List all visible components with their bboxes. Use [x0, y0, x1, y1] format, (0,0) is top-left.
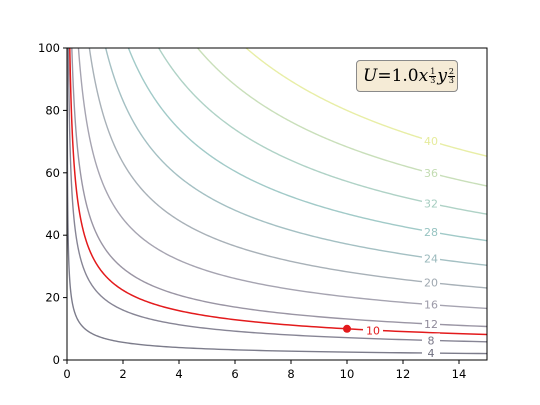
y-tick-label: 60 — [45, 166, 60, 180]
eq-y-exp-den: 3 — [448, 76, 455, 85]
y-tick-label: 20 — [45, 291, 60, 305]
y-axis: 0 20 40 60 80 100 — [38, 41, 67, 367]
contour-label-bg — [422, 317, 440, 331]
eq-coefficient: 1.0 — [391, 66, 419, 86]
optimal-point — [343, 324, 351, 333]
x-tick-label: 12 — [396, 367, 411, 381]
eq-equals: = — [377, 66, 392, 86]
contour-line-16 — [77, 48, 487, 310]
contour-label-bg — [422, 134, 440, 148]
contour-line-10 — [69, 48, 487, 336]
contour-label-bg — [422, 166, 440, 180]
contour-line-4 — [67, 48, 487, 355]
utility-equation-box: U=1.0x 1 3 y 2 3 — [356, 60, 458, 92]
y-tick-label: 100 — [38, 41, 60, 55]
contour-label-bg — [422, 196, 440, 210]
y-tick-label: 40 — [45, 228, 60, 242]
contour-label-36: 36 — [424, 167, 438, 180]
contour-label-bg — [422, 251, 440, 265]
contour-label-12: 12 — [424, 318, 438, 331]
y-tick-label: 0 — [53, 353, 60, 367]
eq-x-exp-num: 1 — [429, 67, 437, 77]
x-tick-label: 6 — [231, 367, 238, 381]
contour-label-28: 28 — [424, 226, 438, 239]
contour-line-20 — [88, 48, 487, 289]
plot-frame — [66, 47, 488, 361]
x-axis: 0 2 4 6 8 10 12 14 — [63, 360, 466, 381]
contour-label-40: 40 — [424, 135, 438, 148]
x-tick-label: 8 — [287, 367, 294, 381]
eq-y-var: y — [437, 66, 447, 86]
contour-label-bg — [422, 333, 440, 347]
highlight-contour-label: 10 — [366, 324, 380, 337]
contour-label-8: 8 — [428, 334, 435, 347]
contour-line-28 — [127, 48, 487, 242]
x-tick-label: 10 — [340, 367, 355, 381]
contour-label-32: 32 — [424, 197, 438, 210]
x-tick-label: 4 — [175, 367, 182, 381]
contour-line-40 — [245, 48, 487, 157]
contour-label-bg — [422, 297, 440, 311]
x-tick-label: 2 — [119, 367, 126, 381]
highlight-label-bg — [363, 323, 383, 337]
contour-label-16: 16 — [424, 299, 438, 312]
utility-equation: U=1.0x 1 3 y 2 3 — [363, 64, 456, 88]
contour-label-bg — [422, 346, 440, 360]
x-tick-label: 0 — [63, 367, 70, 381]
contour-line-32 — [157, 48, 487, 215]
contour-label-bg — [422, 275, 440, 289]
contour-line-36 — [196, 48, 487, 187]
y-tick-label: 80 — [45, 103, 60, 117]
contour-line-12 — [71, 48, 487, 328]
label-layer: 48 12 16 20 24 28 32 36 40 10 — [363, 134, 440, 360]
contour-label-24: 24 — [424, 252, 438, 265]
eq-y-exp-num: 2 — [447, 67, 456, 77]
point-layer — [343, 324, 351, 333]
eq-x-var: x — [418, 66, 429, 86]
eq-x-exp-den: 3 — [430, 76, 436, 85]
contour-label-bg — [422, 224, 440, 238]
eq-lhs: U — [363, 66, 378, 86]
contour-label-4: 4 — [428, 347, 435, 360]
contour-label-20: 20 — [424, 277, 438, 290]
x-tick-label: 14 — [452, 367, 467, 381]
contour-line-8 — [67, 48, 487, 343]
contour-line-24 — [104, 48, 487, 266]
contour-layer — [67, 48, 487, 355]
